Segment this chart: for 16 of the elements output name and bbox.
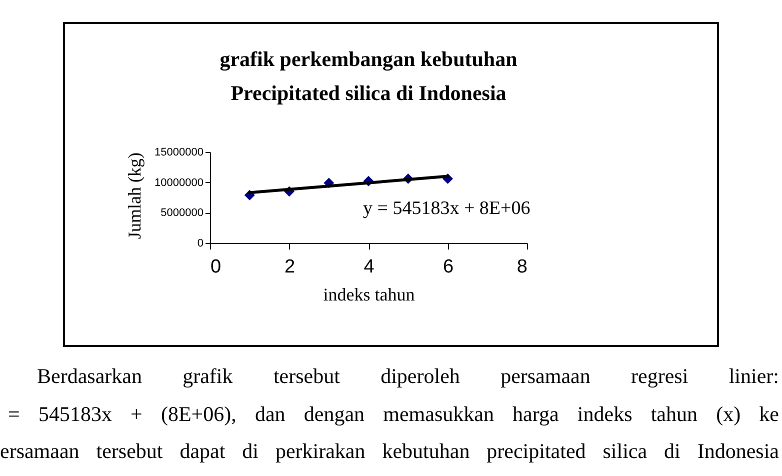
x-tick-label: 2 — [284, 256, 296, 278]
x-tick-label: 6 — [442, 256, 454, 278]
x-axis-title: indeks tahun — [323, 284, 415, 304]
y-tick-label: 5000000 — [160, 207, 204, 220]
y-tick-label: 15000000 — [154, 146, 204, 158]
text: Berdasarkan grafik tersebut diperoleh persamaan regresi linier: — [36, 363, 779, 390]
text: = 545183x + (8E+06), dan dengan memasukkan harga indeks tahun (x) ke — [7, 400, 779, 428]
annotation: y = 545183x + 8E+06 — [363, 198, 530, 220]
y-tick-label: 0 — [197, 238, 204, 250]
x-tick-label: 4 — [364, 256, 375, 278]
y-axis-title: Jumlah (kg) — [124, 152, 145, 239]
x-tick-label: 8 — [516, 256, 528, 278]
y-tick-label: 10000000 — [154, 176, 204, 189]
chart-title: grafik perkembangan kebutuhan Precipitated silica di Indonesia — [220, 47, 518, 105]
x-tick-label: 0 — [210, 256, 222, 278]
text: ersamaan tersebut dapat di perkirakan kebutuhan precipitated silica di Indonesia — [0, 438, 779, 465]
